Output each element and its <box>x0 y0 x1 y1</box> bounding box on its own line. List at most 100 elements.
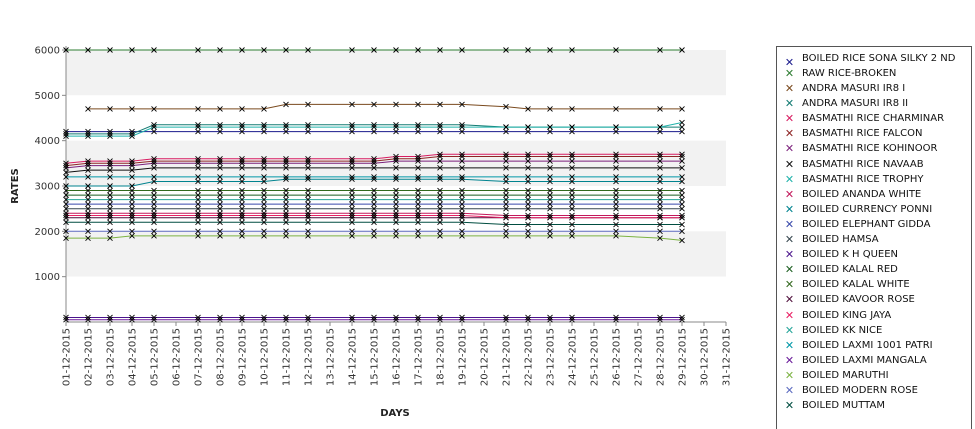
data-point <box>371 174 377 180</box>
data-point <box>63 205 69 212</box>
data-point <box>349 101 355 108</box>
series-lines <box>65 49 683 321</box>
data-point <box>85 214 91 221</box>
data-point <box>195 316 201 323</box>
data-point <box>283 219 289 226</box>
data-point <box>657 214 663 221</box>
y-tick-label: 3000 <box>35 182 60 193</box>
data-point <box>151 233 157 239</box>
data-point <box>107 167 113 173</box>
y-axis-label: RATES <box>10 168 21 204</box>
data-point <box>657 316 663 323</box>
data-point <box>525 221 531 228</box>
data-point <box>151 155 157 162</box>
data-point <box>393 101 399 108</box>
data-point <box>349 210 355 217</box>
plot-background <box>66 50 726 322</box>
data-point <box>261 219 267 226</box>
legend-label: BOILED KALAL RED <box>802 264 898 276</box>
data-point <box>239 106 245 112</box>
series-line <box>66 178 682 187</box>
data-point <box>261 128 267 135</box>
data-point <box>525 201 531 207</box>
data-point <box>393 165 399 171</box>
data-point <box>415 316 421 323</box>
data-point <box>657 212 663 219</box>
x-tick-label: 29-12-2015 <box>678 328 689 386</box>
legend-item: ✕ BASMATHI RICE FALCON <box>777 126 971 141</box>
data-point <box>657 187 663 194</box>
data-point <box>239 210 245 217</box>
data-point <box>129 192 135 198</box>
data-point <box>437 158 443 164</box>
legend-label: BOILED CURRENCY PONNI <box>802 203 933 215</box>
data-point <box>305 165 311 171</box>
data-point <box>657 153 663 160</box>
data-point <box>85 201 91 207</box>
data-point <box>349 160 355 167</box>
data-point <box>305 192 311 198</box>
legend-item: ✕ BOILED KALAL RED <box>777 262 971 277</box>
data-point <box>195 128 201 135</box>
legend-marker: ✕ <box>784 157 795 171</box>
data-point <box>107 219 113 226</box>
data-point <box>261 121 267 128</box>
data-point <box>151 174 157 180</box>
data-point <box>613 214 619 221</box>
data-point <box>195 155 201 162</box>
data-point <box>371 212 377 219</box>
data-point <box>569 151 575 158</box>
data-point <box>239 158 245 164</box>
series-line <box>66 122 683 137</box>
legend-label: BOILED LAXMI MANGALA <box>802 354 927 366</box>
data-point <box>613 187 619 194</box>
series-line <box>66 212 682 216</box>
data-point <box>503 128 509 135</box>
data-point <box>371 155 377 162</box>
x-tick-label: 21-12-2015 <box>502 328 513 386</box>
data-point <box>261 314 267 321</box>
data-point <box>217 196 223 203</box>
data-point <box>657 201 663 207</box>
data-point <box>217 155 223 162</box>
data-point <box>305 228 311 235</box>
data-point <box>503 192 509 198</box>
data-point <box>305 176 311 183</box>
series-line <box>66 235 683 241</box>
data-point <box>129 133 135 139</box>
data-point <box>613 124 619 130</box>
legend-marker: ✕ <box>784 308 795 322</box>
data-point <box>503 174 509 180</box>
x-tick-label: 27-12-2015 <box>634 328 645 386</box>
data-point <box>657 128 663 135</box>
data-point <box>349 316 355 323</box>
data-point <box>195 314 201 321</box>
data-point <box>217 47 223 53</box>
data-point <box>239 124 245 130</box>
data-point <box>393 124 399 130</box>
data-point <box>151 158 157 164</box>
data-point <box>503 201 509 207</box>
data-point <box>657 235 663 241</box>
data-point <box>613 212 619 219</box>
legend-label: BOILED K H QUEEN <box>802 249 899 261</box>
data-point <box>437 205 443 212</box>
data-point <box>305 314 311 321</box>
data-point <box>217 314 223 321</box>
data-point <box>305 128 311 135</box>
data-point <box>547 314 553 321</box>
legend-label: BASMATHI RICE TROPHY <box>802 173 924 185</box>
x-tick-label: 28-12-2015 <box>656 328 667 386</box>
data-point <box>371 316 377 323</box>
data-point <box>613 205 619 212</box>
data-point <box>217 212 223 219</box>
data-point <box>349 201 355 207</box>
data-point <box>569 174 575 180</box>
x-axis-label: DAYS <box>380 408 410 419</box>
legend-label: BOILED KAVOOR ROSE <box>802 294 915 306</box>
data-point <box>393 228 399 235</box>
data-point <box>393 121 399 128</box>
data-point <box>261 233 267 239</box>
data-point <box>195 219 201 226</box>
data-point <box>459 214 465 221</box>
